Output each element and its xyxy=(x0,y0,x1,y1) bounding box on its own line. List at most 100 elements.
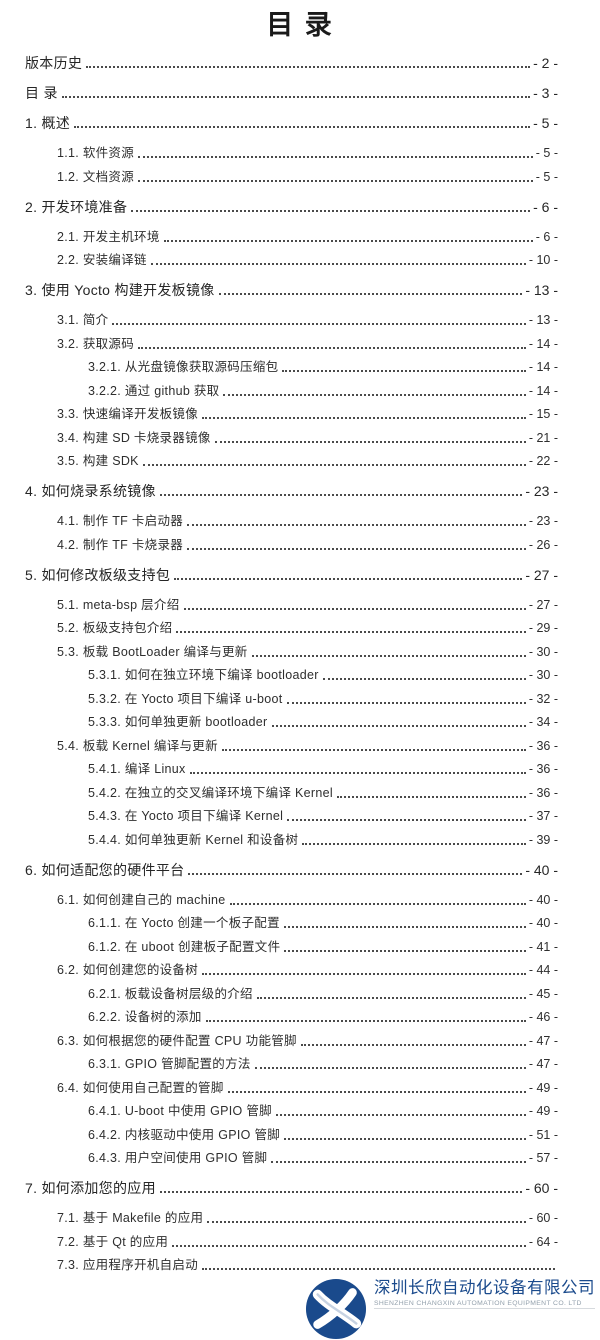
toc-entry-label: 5.2. 板级支持包介绍 xyxy=(57,621,173,635)
dot-leader xyxy=(202,417,526,419)
toc-entry-label: 6.3. 如何根据您的硬件配置 CPU 功能管脚 xyxy=(57,1033,297,1048)
changxin-logo-icon xyxy=(305,1278,367,1340)
toc-entry[interactable]: 3.5. 构建 SDK - 22 - xyxy=(0,447,600,471)
toc-entry[interactable]: 3.2.1. 从光盘镜像获取源码压缩包 - 14 - xyxy=(0,353,600,377)
toc-entry-label: 6.2.2. 设备树的添加 xyxy=(88,1010,202,1024)
toc-entry-page: - 49 - xyxy=(528,1080,558,1095)
toc-entry[interactable]: 5.4.4. 如何单独更新 Kernel 和设备树 - 39 - xyxy=(0,825,600,849)
toc-entry-label: 7.3. 应用程序开机自启动 xyxy=(57,1258,199,1272)
toc-entry-page: - 3 - xyxy=(533,85,558,101)
toc-entry-label: 6.1.1. 在 Yocto 创建一个板子配置 xyxy=(88,916,280,930)
toc-entry-page: - 36 - xyxy=(528,738,558,753)
toc-entry[interactable]: 版本历史 - 2 - xyxy=(0,49,600,73)
toc-entry[interactable]: 2. 开发环境准备 - 6 - xyxy=(0,192,600,216)
toc-entry[interactable]: 4.1. 制作 TF 卡启动器 - 23 - xyxy=(0,507,600,531)
toc-entry[interactable]: 5.3.1. 如何在独立环境下编译 bootloader - 30 - xyxy=(0,661,600,685)
toc-entry[interactable]: 1. 概述 - 5 - xyxy=(0,109,600,133)
toc-entry-page: - 30 - xyxy=(528,668,558,682)
dot-leader xyxy=(112,323,526,325)
dot-leader xyxy=(283,926,526,928)
toc-entry[interactable]: 3.2. 获取源码 - 14 - xyxy=(0,329,600,353)
toc-entry-page: - 5 - xyxy=(535,146,558,160)
dot-leader xyxy=(254,1067,526,1069)
toc-entry-page: - 15 - xyxy=(528,407,558,421)
toc-entry[interactable]: 6.1.2. 在 uboot 创建板子配置文件 - 41 - xyxy=(0,932,600,956)
toc-entry[interactable]: 6.1.1. 在 Yocto 创建一个板子配置 - 40 - xyxy=(0,909,600,933)
toc-entry-page: - 37 - xyxy=(528,809,558,823)
toc-entry-label: 7. 如何添加您的应用 xyxy=(25,1180,156,1196)
toc-entry[interactable]: 5.4.2. 在独立的交叉编译环境下编译 Kernel - 36 - xyxy=(0,778,600,802)
toc-entry[interactable]: 3.2.2. 通过 github 获取 - 14 - xyxy=(0,376,600,400)
toc-entry[interactable]: 6.2. 如何创建您的设备树 - 44 - xyxy=(0,956,600,980)
toc-entry[interactable]: 7.1. 基于 Makefile 的应用 - 60 - xyxy=(0,1204,600,1228)
toc-entry[interactable]: 3.1. 简介 - 13 - xyxy=(0,306,600,330)
toc-entry[interactable]: 6.2.1. 板载设备树层级的介绍 - 45 - xyxy=(0,979,600,1003)
toc-entry-label: 6.4.1. U-boot 中使用 GPIO 管脚 xyxy=(88,1104,272,1118)
toc-entry[interactable]: 7. 如何添加您的应用 - 60 - xyxy=(0,1174,600,1198)
toc-entry[interactable]: 6.4.3. 用户空间使用 GPIO 管脚 - 57 - xyxy=(0,1144,600,1168)
toc-entry-label: 6.4.3. 用户空间使用 GPIO 管脚 xyxy=(88,1151,268,1165)
toc-entry-label: 2.1. 开发主机环境 xyxy=(57,229,160,244)
toc-entry-label: 目 录 xyxy=(25,85,58,101)
dot-leader xyxy=(251,654,526,657)
toc-entry-page: - 32 - xyxy=(528,691,558,706)
toc-entry[interactable]: 6. 如何适配您的硬件平台 - 40 - xyxy=(0,855,600,879)
toc-entry-page: - 34 - xyxy=(528,715,558,729)
toc-entry[interactable]: 5.4.3. 在 Yocto 项目下编译 Kernel - 37 - xyxy=(0,802,600,826)
toc-entry[interactable]: 5.3.3. 如何单独更新 bootloader - 34 - xyxy=(0,708,600,732)
toc-entry[interactable]: 5.4.1. 编译 Linux - 36 - xyxy=(0,755,600,779)
toc-entry[interactable]: 6.1. 如何创建自己的 machine - 40 - xyxy=(0,885,600,909)
toc-entry[interactable]: 5.3.2. 在 Yocto 项目下编译 u-boot - 32 - xyxy=(0,684,600,708)
dot-leader xyxy=(256,996,526,999)
toc-entry[interactable]: 5.4. 板载 Kernel 编译与更新 - 36 - xyxy=(0,731,600,755)
toc-entry[interactable]: 3. 使用 Yocto 构建开发板镜像 - 13 - xyxy=(0,276,600,300)
toc-entry[interactable]: 1.1. 软件资源 - 5 - xyxy=(0,139,600,163)
toc-entry-page: - 13 - xyxy=(528,313,558,327)
toc-entry-label: 5.4.1. 编译 Linux xyxy=(88,762,186,776)
dot-leader xyxy=(202,973,526,975)
toc-entry[interactable]: 4. 如何烧录系统镜像 - 23 - xyxy=(0,477,600,501)
toc-entry[interactable]: 3.3. 快速编译开发板镜像 - 15 - xyxy=(0,400,600,424)
toc-entry-page: - 14 - xyxy=(528,360,558,374)
toc-entry[interactable]: 6.4. 如何使用自己配置的管脚 - 49 - xyxy=(0,1073,600,1097)
toc-entry[interactable]: 6.2.2. 设备树的添加 - 46 - xyxy=(0,1003,600,1027)
dot-leader xyxy=(86,66,531,68)
toc-entry[interactable]: 4.2. 制作 TF 卡烧录器 - 26 - xyxy=(0,530,600,554)
dot-leader xyxy=(223,393,526,396)
toc-entry[interactable]: 6.3. 如何根据您的硬件配置 CPU 功能管脚 - 47 - xyxy=(0,1026,600,1050)
toc-entry-label: 3.2. 获取源码 xyxy=(57,336,135,351)
company-logo: 深圳长欣自动化设备有限公司 SHENZHEN CHANGXIN AUTOMATI… xyxy=(300,1273,595,1340)
toc-entry[interactable]: 6.3.1. GPIO 管脚配置的方法 - 47 - xyxy=(0,1050,600,1074)
toc-entry-page: - 5 - xyxy=(535,169,558,184)
toc-entry[interactable]: 1.2. 文档资源 - 5 - xyxy=(0,162,600,186)
toc-entry-label: 6. 如何适配您的硬件平台 xyxy=(25,861,185,878)
toc-entry[interactable]: 2.1. 开发主机环境 - 6 - xyxy=(0,222,600,246)
toc-entry[interactable]: 7.2. 基于 Qt 的应用 - 64 - xyxy=(0,1227,600,1251)
dot-leader xyxy=(176,631,526,633)
toc-entry-label: 3.1. 简介 xyxy=(57,313,109,327)
toc-entry-label: 4.2. 制作 TF 卡烧录器 xyxy=(57,537,184,552)
toc-entry-label: 3.2.2. 通过 github 获取 xyxy=(88,383,220,398)
dot-leader xyxy=(227,1090,526,1093)
dot-leader xyxy=(61,96,531,98)
toc-entry[interactable]: 5. 如何修改板级支持包 - 27 - xyxy=(0,560,600,584)
toc-entry-page: - 46 - xyxy=(528,1010,558,1024)
toc-entry-label: 3.2.1. 从光盘镜像获取源码压缩包 xyxy=(88,360,279,374)
toc-entry-page: - 36 - xyxy=(528,785,558,800)
toc-entry[interactable]: 5.1. meta-bsp 层介绍 - 27 - xyxy=(0,590,600,614)
toc-entry-label: 5.3.2. 在 Yocto 项目下编译 u-boot xyxy=(88,691,283,706)
toc-entry[interactable]: 目 录 - 3 - xyxy=(0,79,600,103)
toc-entry-page: - 6 - xyxy=(535,229,558,244)
toc-entry[interactable]: 6.4.1. U-boot 中使用 GPIO 管脚 - 49 - xyxy=(0,1097,600,1121)
toc-entry[interactable]: 5.2. 板级支持包介绍 - 29 - xyxy=(0,614,600,638)
toc-entry-label: 3.4. 构建 SD 卡烧录器镜像 xyxy=(57,430,211,445)
toc-entry[interactable]: 3.4. 构建 SD 卡烧录器镜像 - 21 - xyxy=(0,423,600,447)
toc-entry-page: - 26 - xyxy=(528,537,558,552)
dot-leader xyxy=(189,772,526,774)
toc-entry[interactable]: 7.3. 应用程序开机自启动 xyxy=(0,1251,600,1275)
toc-entry[interactable]: 2.2. 安装编译链 - 10 - xyxy=(0,246,600,270)
toc-entry-page: - 44 - xyxy=(528,963,558,977)
toc-entry[interactable]: 6.4.2. 内核驱动中使用 GPIO 管脚 - 51 - xyxy=(0,1120,600,1144)
toc-entry-page: - 40 - xyxy=(528,892,558,907)
toc-entry[interactable]: 5.3. 板载 BootLoader 编译与更新 - 30 - xyxy=(0,637,600,661)
